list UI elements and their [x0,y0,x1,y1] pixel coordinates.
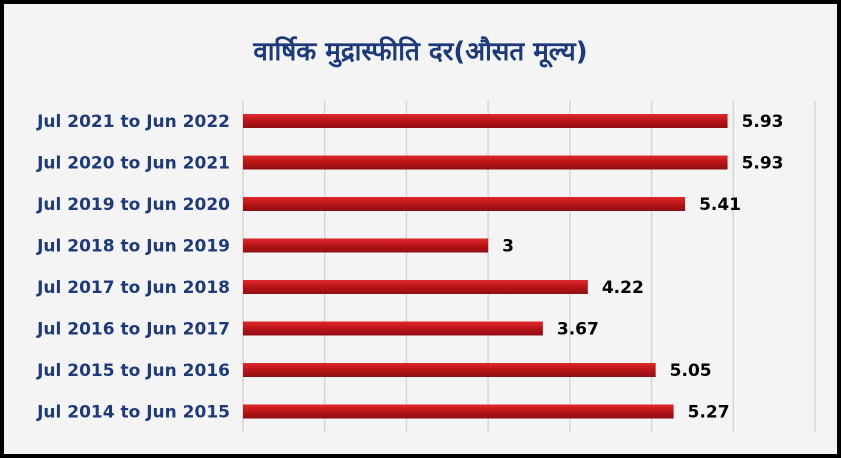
value-label: 5.05 [670,361,712,381]
bar [243,197,686,211]
category-label: Jul 2020 to Jun 2021 [36,154,230,174]
category-label: Jul 2021 to Jun 2022 [36,112,230,132]
value-label: 4.22 [602,278,644,298]
category-label: Jul 2019 to Jun 2020 [36,195,230,215]
value-label: 5.93 [742,154,784,174]
value-label: 5.27 [688,403,730,423]
category-label: Jul 2014 to Jun 2015 [36,403,230,423]
value-labels: 5.93 5.93 5.41 3 4.22 3.67 5.05 5.27 [502,112,783,423]
bar [243,280,588,294]
value-label: 5.41 [699,195,741,215]
value-label: 3.67 [557,320,599,340]
grid-lines [242,101,816,432]
value-label: 3 [502,237,514,257]
category-labels: Jul 2021 to Jun 2022 Jul 2020 to Jun 2021… [36,112,230,423]
chart-title: वार्षिक मुद्रास्फीति दर(औसत मूल्य) [253,37,588,67]
bar [243,363,656,377]
bars [243,114,728,419]
bar [243,321,543,336]
bar [243,114,728,128]
category-label: Jul 2016 to Jun 2017 [36,320,230,340]
bar [243,155,728,170]
category-label: Jul 2018 to Jun 2019 [36,237,230,257]
category-label: Jul 2017 to Jun 2018 [36,278,230,298]
value-label: 5.93 [742,112,784,132]
category-label: Jul 2015 to Jun 2016 [36,361,230,381]
bar [243,404,674,419]
bar [243,238,489,253]
